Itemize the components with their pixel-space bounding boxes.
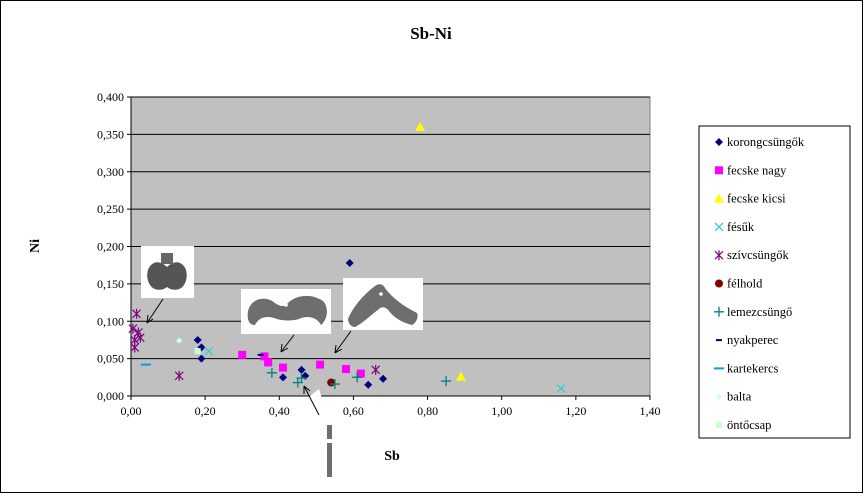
data-point bbox=[441, 376, 452, 387]
x-tick-label: 1,20 bbox=[565, 404, 586, 418]
x-tick-label: 0,60 bbox=[343, 404, 364, 418]
legend-marker bbox=[714, 306, 724, 317]
legend-label: balta bbox=[727, 390, 752, 404]
data-point bbox=[278, 373, 287, 382]
x-tick-label: 0,00 bbox=[121, 404, 142, 418]
data-point bbox=[356, 369, 365, 378]
data-point bbox=[364, 380, 373, 389]
data-point bbox=[135, 332, 145, 343]
legend-marker bbox=[715, 138, 723, 146]
data-point bbox=[193, 335, 202, 344]
data-point bbox=[264, 358, 273, 367]
data-point bbox=[194, 348, 201, 355]
y-tick-label: 0,350 bbox=[97, 127, 124, 141]
y-tick-label: 0,250 bbox=[97, 202, 124, 216]
y-axis-label: Ni bbox=[28, 239, 43, 253]
data-point bbox=[174, 370, 184, 381]
legend-label: korongcsüngők bbox=[727, 135, 805, 149]
data-point bbox=[176, 337, 183, 344]
legend-label: félhold bbox=[727, 277, 763, 291]
data-point bbox=[197, 354, 206, 363]
artifact-image-swallow-large bbox=[241, 289, 331, 353]
data-point bbox=[415, 121, 426, 131]
data-point bbox=[316, 360, 325, 369]
y-tick-label: 0,050 bbox=[97, 352, 124, 366]
legend-label: öntőcsap bbox=[727, 418, 771, 432]
legend-marker bbox=[715, 166, 723, 175]
legend-label: fésűk bbox=[727, 220, 755, 234]
data-points bbox=[128, 121, 566, 393]
x-tick-label: 1,00 bbox=[491, 404, 512, 418]
x-tick-label: 0,20 bbox=[195, 404, 216, 418]
y-tick-label: 0,100 bbox=[97, 314, 124, 328]
data-point bbox=[345, 258, 354, 267]
artifact-image-swallow-small bbox=[334, 278, 423, 354]
data-point bbox=[342, 365, 351, 374]
legend-label: fecske kicsi bbox=[727, 192, 786, 206]
legend-label: nyakperec bbox=[727, 333, 779, 347]
data-point bbox=[128, 323, 138, 334]
data-point bbox=[266, 367, 277, 378]
y-tick-label: 0,150 bbox=[97, 277, 124, 291]
data-point bbox=[455, 371, 466, 381]
y-tick-label: 0,300 bbox=[97, 165, 124, 179]
x-tick-label: 0,40 bbox=[269, 404, 290, 418]
data-point bbox=[278, 363, 287, 372]
data-point bbox=[556, 384, 566, 393]
legend-marker bbox=[715, 279, 723, 288]
legend-label: szívcsüngők bbox=[727, 248, 790, 262]
artifact-image-heart-pendant bbox=[141, 246, 194, 324]
legend-marker bbox=[716, 422, 722, 428]
legend bbox=[698, 125, 851, 439]
axes bbox=[127, 96, 651, 400]
legend-marker bbox=[714, 222, 724, 232]
chart-title: Sb-Ni bbox=[410, 24, 452, 43]
data-point bbox=[379, 374, 388, 383]
data-point bbox=[238, 350, 247, 359]
data-point bbox=[297, 365, 306, 374]
tick-labels: 0,000 0,050 0,100 0,150 0,200 0,250 0,300 0,350… bbox=[97, 90, 661, 418]
legend-marker bbox=[714, 193, 724, 203]
legend-label: fecske nagy bbox=[727, 163, 787, 177]
data-point bbox=[329, 379, 340, 390]
x-axis-label: Sb bbox=[384, 449, 400, 464]
y-tick-label: 0,000 bbox=[97, 389, 124, 403]
data-point bbox=[296, 373, 307, 384]
legend-label: kartekercs bbox=[727, 361, 778, 375]
legend-marker bbox=[714, 250, 724, 261]
legend-label: lemezcsüngő bbox=[727, 305, 792, 319]
y-tick-label: 0,200 bbox=[97, 240, 124, 254]
data-point bbox=[204, 346, 214, 356]
data-point bbox=[132, 308, 141, 319]
legend-items: korongcsüngők fecske nagy fecske kicsi fésű… bbox=[714, 135, 805, 432]
data-point bbox=[371, 364, 381, 375]
gridlines bbox=[131, 96, 650, 360]
artifact-image-casting-rod bbox=[301, 385, 335, 481]
data-point bbox=[352, 372, 363, 383]
y-tick-label: 0,400 bbox=[97, 90, 124, 104]
legend-marker bbox=[716, 393, 722, 400]
x-tick-label: 0,80 bbox=[417, 404, 438, 418]
x-tick-label: 1,40 bbox=[640, 404, 661, 418]
data-point bbox=[260, 352, 269, 361]
data-point bbox=[130, 342, 140, 353]
data-point bbox=[327, 378, 336, 387]
